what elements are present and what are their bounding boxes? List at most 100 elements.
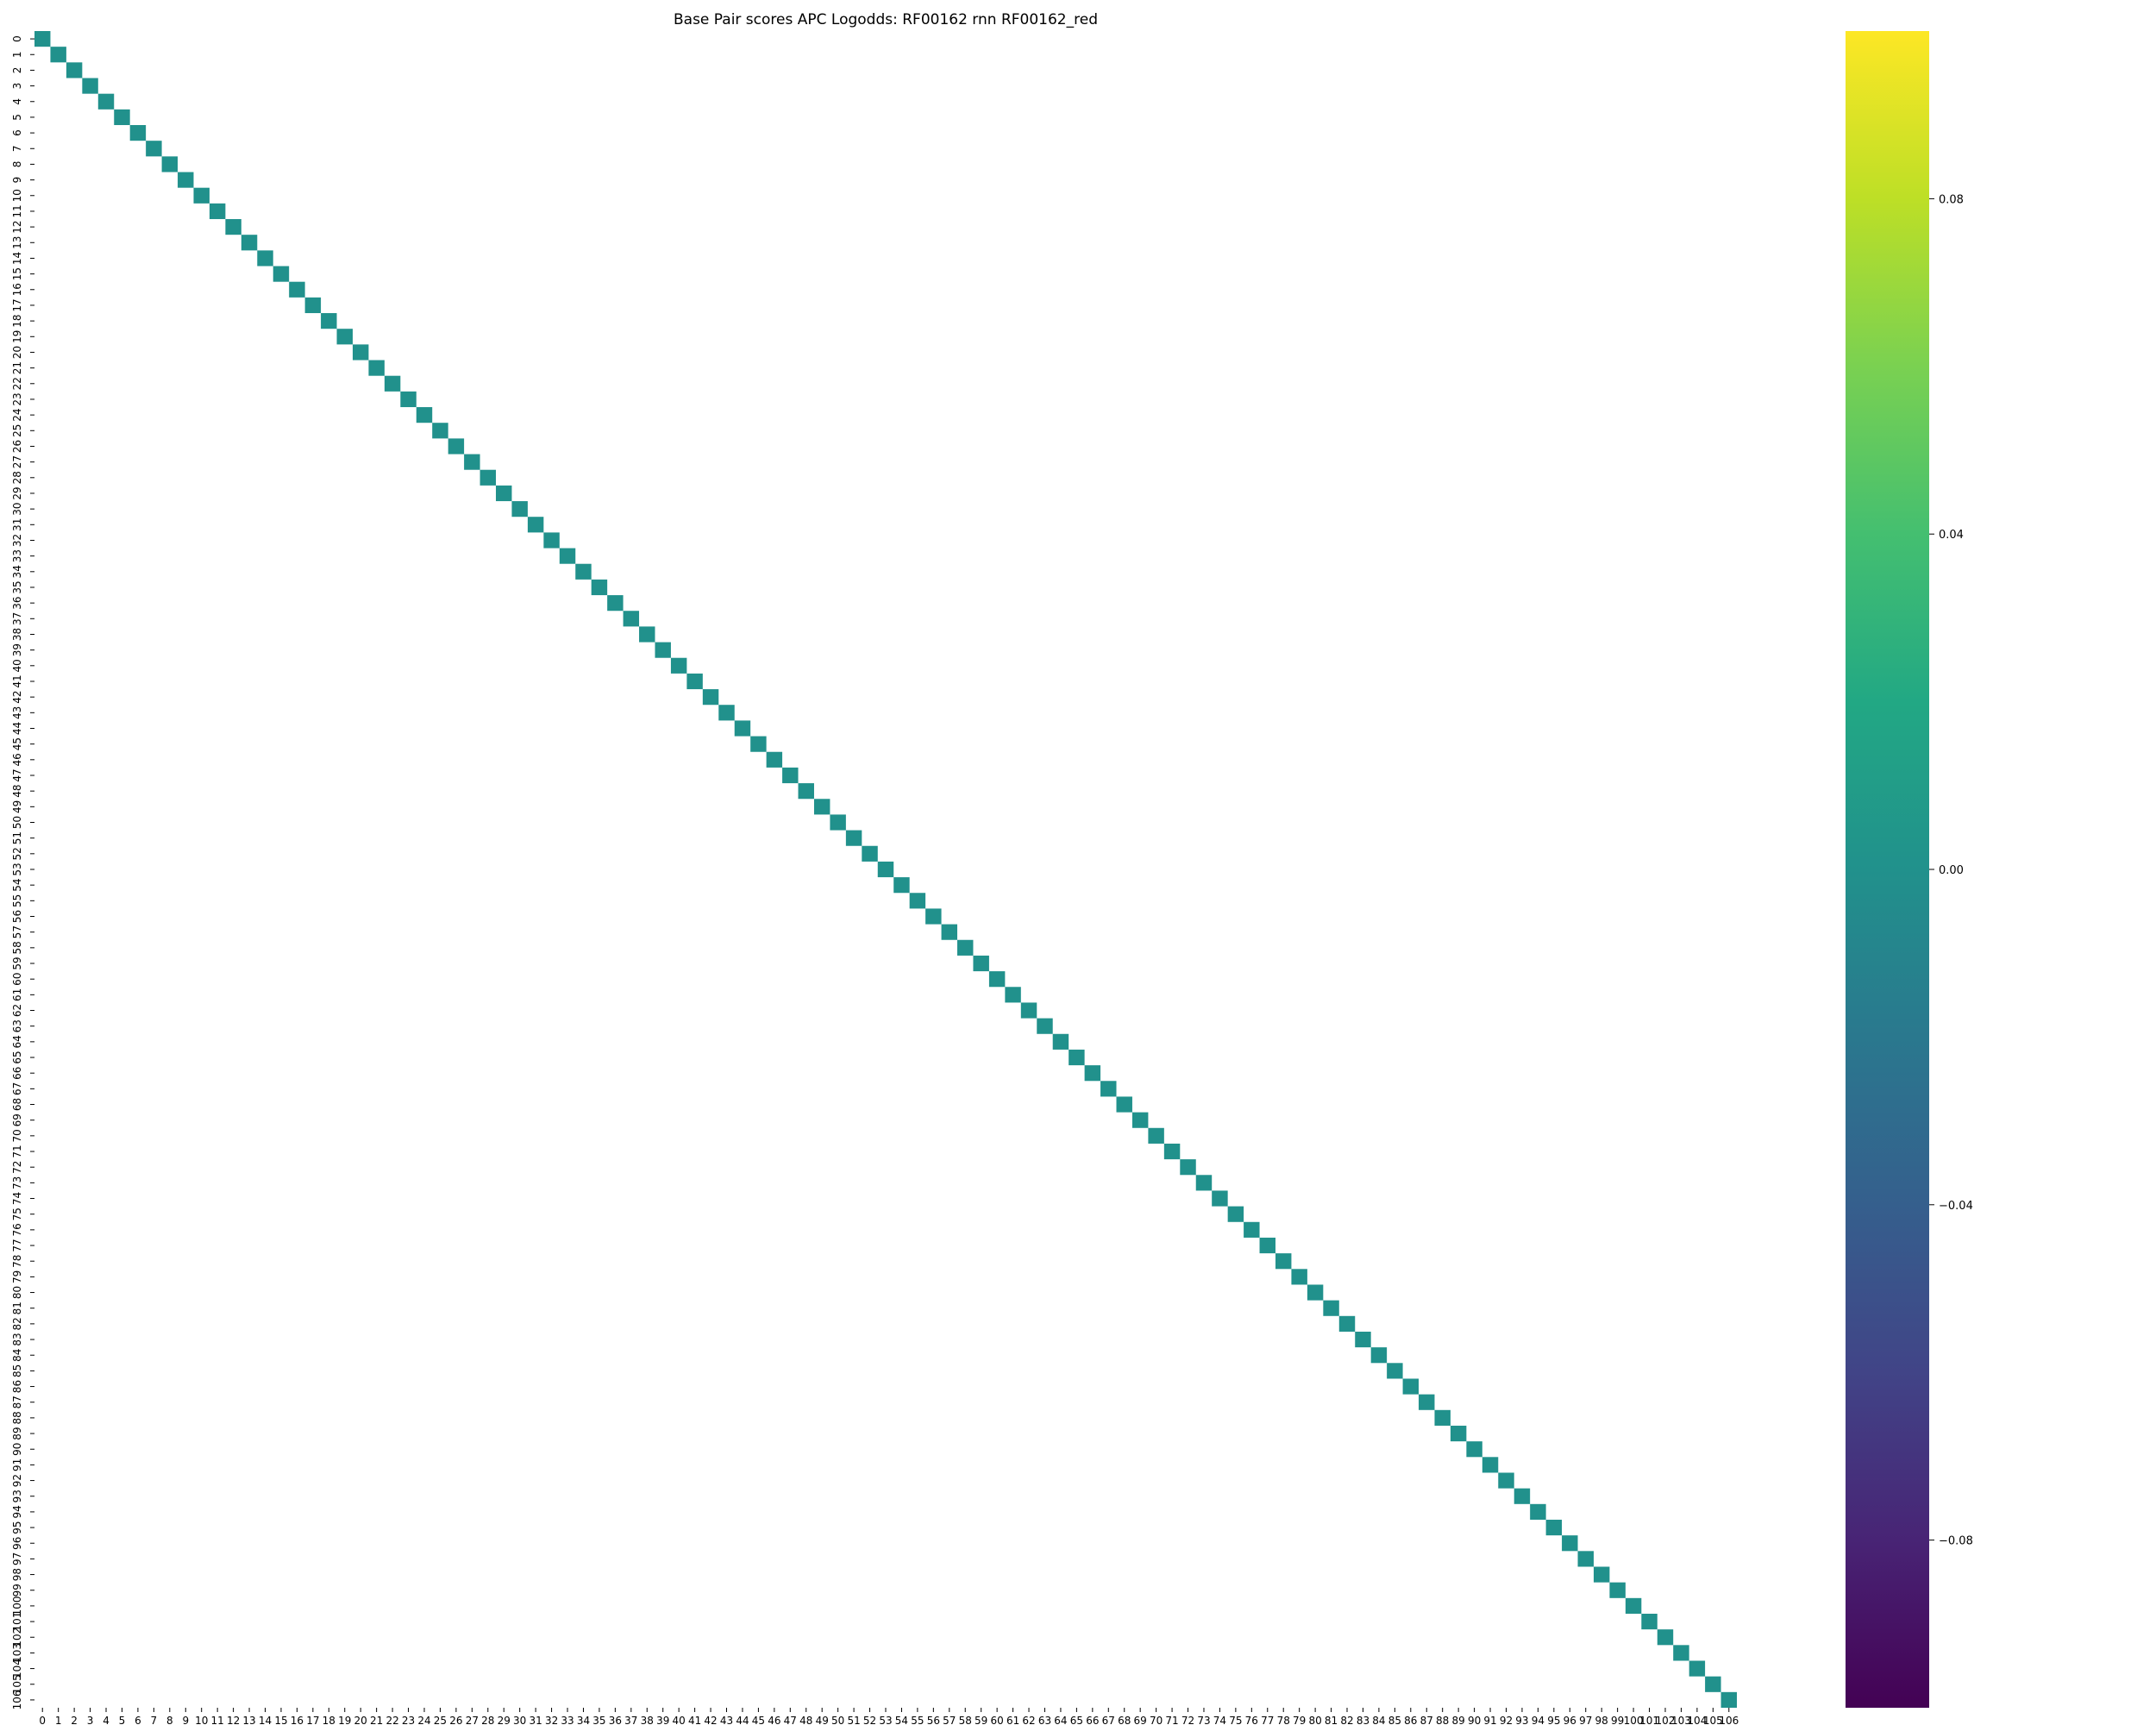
heatmap-cell [702, 689, 719, 706]
x-tick-label: 71 [1165, 1715, 1178, 1725]
y-tick-label: 34 [11, 565, 23, 578]
x-tick-label: 50 [831, 1715, 844, 1725]
heatmap-cell [1259, 1237, 1275, 1254]
y-tick-label: 105 [11, 1674, 23, 1694]
heatmap-cell [448, 438, 465, 455]
y-tick-label: 5 [11, 114, 23, 121]
x-tick-label: 87 [1420, 1715, 1433, 1725]
heatmap-cell [782, 767, 799, 784]
y-tick-label: 75 [11, 1208, 23, 1220]
x-tick-label: 80 [1308, 1715, 1321, 1725]
x-tick-label: 19 [338, 1715, 351, 1725]
y-tick-label: 58 [11, 941, 23, 954]
x-tick-label: 74 [1213, 1715, 1226, 1725]
y-tick-label: 3 [11, 83, 23, 90]
x-tick-label: 39 [656, 1715, 669, 1725]
heatmap-cell [813, 799, 830, 815]
y-tick-label: 32 [11, 534, 23, 547]
x-tick-label: 28 [481, 1715, 494, 1725]
y-tick-label: 49 [11, 800, 23, 813]
y-tick-label: 96 [11, 1537, 23, 1550]
heatmap-cell [1212, 1190, 1228, 1207]
x-tick-label: 81 [1325, 1715, 1338, 1725]
x-tick-label: 27 [466, 1715, 479, 1725]
y-tick-label: 59 [11, 957, 23, 969]
heatmap-cell [1402, 1378, 1420, 1395]
heatmap-cell [178, 172, 194, 188]
heatmap-cell [1020, 1002, 1037, 1019]
y-tick-label: 39 [11, 643, 23, 656]
heatmap-cell [1562, 1535, 1578, 1552]
y-tick-label: 7 [11, 145, 23, 152]
y-tick-label: 64 [11, 1035, 23, 1048]
x-tick-label: 70 [1150, 1715, 1163, 1725]
y-tick-label: 100 [11, 1596, 23, 1615]
y-tick-label: 85 [11, 1364, 23, 1377]
x-tick-label: 7 [151, 1715, 158, 1725]
y-tick-label: 86 [11, 1380, 23, 1393]
y-tick-label: 51 [11, 831, 23, 844]
colorbar-tick-label: −0.04 [1939, 1200, 1973, 1213]
heatmap-cell [146, 141, 162, 157]
heatmap-cell [655, 642, 671, 658]
x-tick-label: 99 [1611, 1715, 1624, 1725]
y-tick-label: 0 [11, 35, 23, 42]
y-tick-label: 81 [11, 1302, 23, 1314]
heatmap-cell [34, 31, 51, 47]
heatmap-cell [1434, 1409, 1451, 1426]
heatmap-cell [1530, 1503, 1546, 1520]
y-tick-label: 4 [11, 98, 23, 105]
x-tick-label: 30 [513, 1715, 526, 1725]
y-tick-label: 77 [11, 1239, 23, 1251]
x-tick-label: 58 [959, 1715, 972, 1725]
x-tick-label: 34 [577, 1715, 590, 1725]
x-tick-label: 92 [1500, 1715, 1513, 1725]
y-tick-label: 69 [11, 1113, 23, 1126]
y-tick-label: 102 [11, 1628, 23, 1647]
x-tick-label: 22 [385, 1715, 398, 1725]
y-tick-label: 48 [11, 785, 23, 798]
x-tick-label: 24 [417, 1715, 430, 1725]
x-tick-label: 41 [688, 1715, 701, 1725]
chart-title: Base Pair scores APC Logodds: RF00162 rn… [674, 11, 1098, 28]
y-tick-label: 73 [11, 1176, 23, 1189]
heatmap-cell [257, 250, 273, 267]
x-tick-label: 15 [274, 1715, 287, 1725]
y-tick-label: 55 [11, 894, 23, 907]
x-tick-label: 11 [211, 1715, 224, 1725]
heatmap-cell [1387, 1363, 1403, 1379]
y-tick-label: 23 [11, 392, 23, 405]
heatmap-cell [830, 814, 846, 831]
y-tick-label: 68 [11, 1098, 23, 1111]
heatmap-cell [416, 407, 433, 423]
y-tick-label: 63 [11, 1019, 23, 1032]
x-tick-label: 51 [847, 1715, 860, 1725]
x-tick-label: 55 [911, 1715, 924, 1725]
y-tick-label: 84 [11, 1349, 23, 1362]
y-tick-label: 1 [11, 51, 23, 58]
heatmap-cell [1641, 1613, 1658, 1630]
heatmap-cell [66, 62, 83, 78]
y-tick-label: 54 [11, 879, 23, 892]
y-tick-label: 66 [11, 1067, 23, 1080]
y-tick-label: 101 [11, 1612, 23, 1632]
x-tick-label: 29 [498, 1715, 511, 1725]
y-tick-label: 103 [11, 1643, 23, 1663]
heatmap-cell [639, 626, 655, 643]
x-tick-label: 76 [1245, 1715, 1258, 1725]
heatmap-cell [400, 391, 417, 408]
x-tick-label: 20 [354, 1715, 367, 1725]
heatmap-cell [1466, 1441, 1482, 1458]
colorbar-tick-label: 0.04 [1939, 529, 1964, 542]
y-tick-label: 9 [11, 177, 23, 184]
x-tick-label: 90 [1468, 1715, 1481, 1725]
x-tick-label: 9 [182, 1715, 189, 1725]
y-tick-label: 11 [11, 204, 23, 217]
x-tick-label: 66 [1086, 1715, 1099, 1725]
y-tick-label: 14 [11, 252, 23, 265]
x-tick-label: 96 [1564, 1715, 1576, 1725]
x-tick-label: 5 [119, 1715, 126, 1725]
y-tick-label: 22 [11, 377, 23, 390]
heatmap-cell [1593, 1566, 1610, 1583]
colorbar-gradient [1846, 31, 1929, 1708]
